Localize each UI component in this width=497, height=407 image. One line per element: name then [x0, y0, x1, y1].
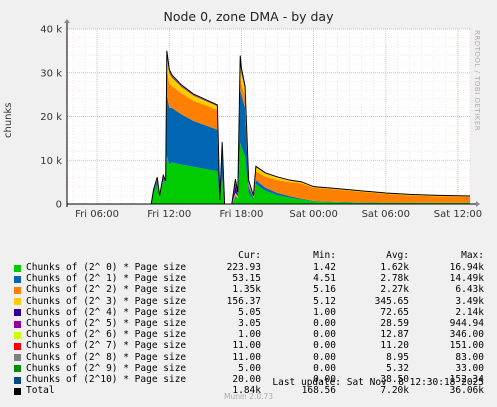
x-tick-label: Fri 12:00: [147, 209, 191, 220]
chart-title: Node 0, zone DMA - by day: [163, 9, 334, 24]
area-series-1: [67, 88, 470, 204]
x-tick-label: Sat 12:00: [434, 209, 482, 220]
tick-labels: 0 10 k 20 k 30 k 40 k Fri 06:00 Fri 12:00 Fri 1…: [40, 25, 482, 221]
x-tick-label: Sat 06:00: [362, 209, 410, 220]
rrdtool-watermark: RRDTOOL / TOBI OETIKER: [473, 30, 481, 132]
y-axis-arrow: [64, 19, 70, 23]
x-tick-label: Fri 06:00: [75, 209, 119, 220]
y-tick-label: 0: [56, 200, 62, 211]
y-tick-label: 40 k: [40, 25, 62, 36]
y-tick-label: 10 k: [40, 156, 62, 167]
footer: Munin 2.0.73: [223, 392, 274, 401]
y-tick-label: 30 k: [40, 68, 62, 79]
y-tick-label: 20 k: [40, 112, 62, 123]
area-series-0: [67, 142, 470, 204]
total-line: [67, 50, 471, 205]
x-tick-label: Sat 00:00: [289, 209, 337, 220]
x-axis-arrow: [476, 201, 480, 207]
axes: [64, 19, 480, 207]
x-tick-label: Fri 18:00: [219, 209, 263, 220]
area-series: [67, 50, 471, 205]
y-axis-label: chunks: [3, 102, 14, 138]
